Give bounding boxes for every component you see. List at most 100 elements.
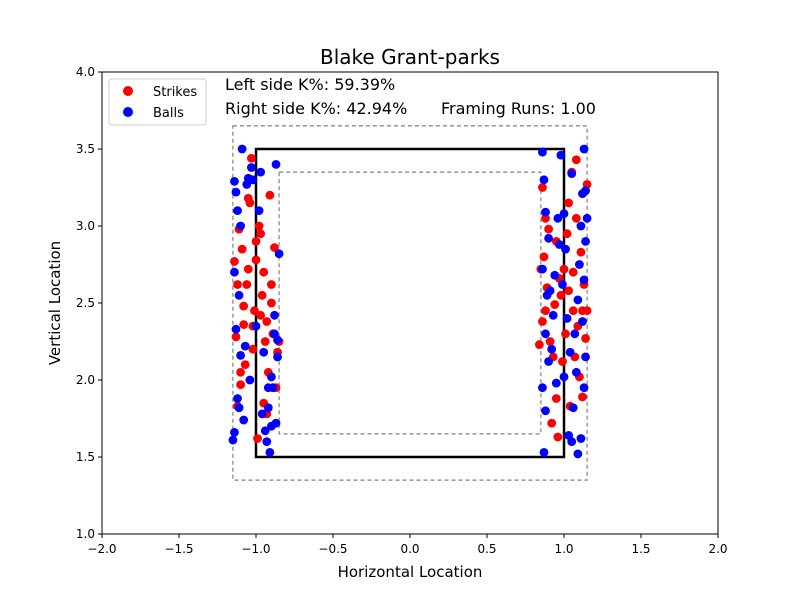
ball-point bbox=[245, 375, 255, 385]
legend-balls-label: Balls bbox=[153, 106, 184, 121]
ball-point bbox=[581, 186, 590, 195]
ball-point bbox=[581, 237, 590, 246]
ball-point bbox=[579, 383, 589, 393]
strike-point bbox=[571, 213, 581, 223]
strike-point bbox=[568, 267, 578, 277]
ball-point bbox=[576, 434, 586, 443]
strike-point bbox=[576, 247, 586, 257]
y-tick-label: 4.0 bbox=[76, 65, 95, 79]
ball-point bbox=[579, 275, 589, 285]
strike-point bbox=[236, 367, 246, 377]
strike-point bbox=[233, 280, 242, 289]
outer-zone-rect bbox=[232, 125, 588, 481]
ball-point bbox=[562, 314, 572, 323]
y-tick-label: 2.0 bbox=[76, 373, 95, 387]
ball-point bbox=[259, 347, 269, 357]
ball-point bbox=[263, 383, 273, 393]
ball-point bbox=[237, 144, 247, 154]
ball-point bbox=[554, 240, 564, 249]
ball-point bbox=[544, 233, 553, 243]
ball-point bbox=[270, 310, 279, 320]
y-tick-label: 1.5 bbox=[76, 450, 95, 464]
strike-point bbox=[538, 183, 547, 192]
ball-point bbox=[551, 378, 561, 388]
strike-point bbox=[230, 257, 239, 266]
x-tick-label: 0.0 bbox=[400, 542, 419, 556]
strike-point bbox=[568, 306, 578, 316]
strike-point bbox=[544, 224, 553, 234]
strike-point bbox=[246, 153, 256, 163]
ball-point bbox=[267, 372, 276, 382]
ball-point bbox=[556, 150, 566, 160]
strike-point bbox=[571, 155, 581, 165]
strike-point bbox=[251, 237, 261, 246]
strike-point bbox=[253, 434, 262, 443]
ball-point bbox=[239, 415, 249, 425]
strike-point bbox=[539, 252, 549, 262]
strike-point bbox=[239, 301, 249, 311]
ball-point bbox=[246, 163, 256, 172]
ball-point bbox=[559, 372, 569, 382]
strike-point bbox=[256, 310, 266, 320]
y-tick-label: 3.0 bbox=[76, 219, 95, 233]
ball-point bbox=[567, 437, 577, 446]
strike-point bbox=[561, 329, 570, 339]
x-axis-label: Horizontal Location bbox=[338, 563, 483, 581]
strike-point bbox=[551, 394, 561, 403]
strike-point bbox=[259, 267, 269, 277]
y-axis-label: Vertical Location bbox=[46, 241, 64, 365]
strike-point bbox=[581, 334, 590, 343]
ball-point bbox=[568, 403, 578, 413]
strike-point bbox=[558, 357, 567, 366]
strike-point bbox=[254, 221, 264, 231]
ball-point bbox=[561, 244, 570, 254]
ball-point bbox=[233, 394, 242, 403]
ball-point bbox=[582, 213, 592, 223]
ball-point bbox=[576, 221, 586, 231]
ball-point bbox=[270, 329, 279, 339]
ball-point bbox=[538, 147, 547, 157]
ball-point bbox=[228, 435, 238, 445]
x-tick-label: −1.0 bbox=[241, 542, 270, 556]
ball-point bbox=[547, 344, 557, 354]
ball-point bbox=[570, 329, 580, 339]
strike-point bbox=[550, 300, 560, 309]
legend-balls-marker bbox=[123, 107, 133, 117]
ball-point bbox=[233, 206, 242, 216]
ball-point bbox=[541, 207, 550, 217]
ball-point bbox=[236, 350, 246, 360]
ball-point bbox=[256, 167, 266, 177]
strike-point bbox=[248, 344, 258, 354]
strike-point bbox=[545, 337, 555, 346]
ball-point bbox=[544, 357, 553, 366]
strike-point bbox=[564, 286, 574, 296]
x-tick-label: −1.5 bbox=[164, 542, 193, 556]
legend-box bbox=[108, 78, 207, 126]
ball-point bbox=[548, 310, 558, 320]
ball-point bbox=[263, 403, 273, 413]
strike-point bbox=[265, 190, 275, 200]
ball-point bbox=[545, 286, 555, 296]
legend: Strikes Balls bbox=[108, 78, 207, 126]
strike-point bbox=[245, 198, 255, 208]
strike-point bbox=[534, 340, 544, 349]
ball-point bbox=[573, 295, 583, 305]
ball-point bbox=[271, 160, 281, 169]
strike-point bbox=[553, 432, 563, 442]
ball-point bbox=[541, 406, 550, 416]
ball-point bbox=[550, 270, 560, 280]
inner-zone-rect bbox=[278, 171, 542, 435]
strike-point bbox=[578, 306, 587, 316]
strike-point bbox=[556, 290, 566, 300]
ball-point bbox=[573, 449, 583, 459]
strike-point bbox=[257, 290, 267, 300]
ball-point bbox=[565, 347, 575, 357]
ball-point bbox=[553, 213, 563, 223]
ball-point bbox=[236, 221, 246, 231]
framing-runs-annotation: Framing Runs: 1.00 bbox=[441, 99, 596, 118]
x-tick-label: 1.0 bbox=[554, 542, 573, 556]
ball-point bbox=[274, 249, 284, 259]
ball-point bbox=[578, 317, 587, 326]
strike-point bbox=[237, 244, 247, 254]
